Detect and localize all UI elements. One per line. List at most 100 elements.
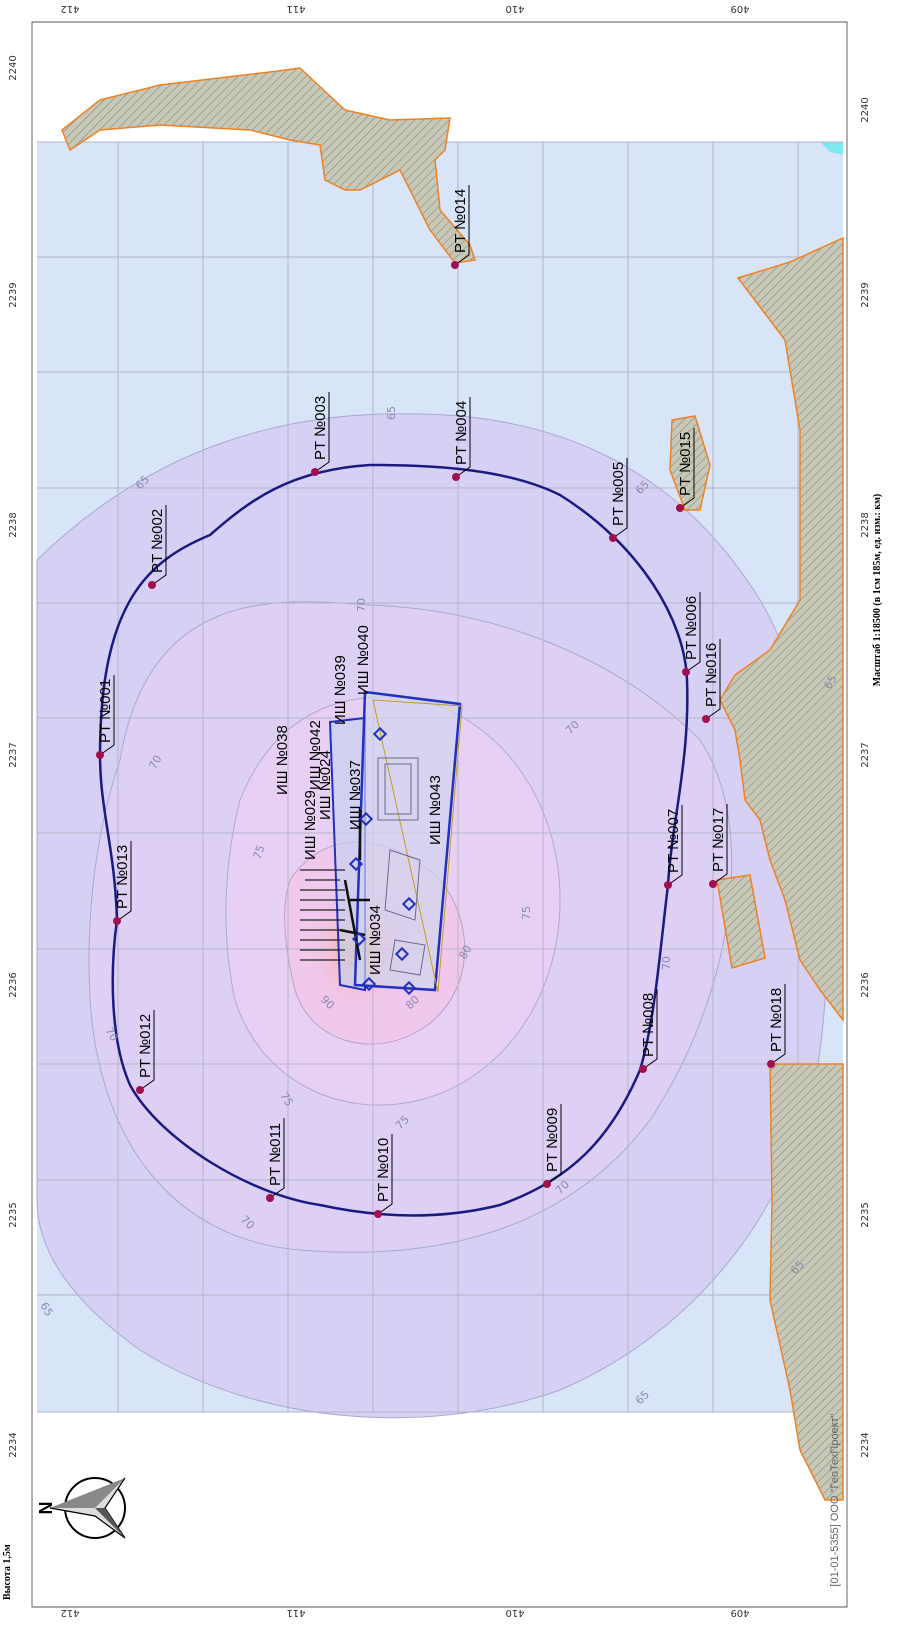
axis-y-tick: 411 [286, 3, 305, 14]
rt-point: PT №010 [374, 1134, 393, 1218]
iso-label-65-bottom-left: 65 [37, 1300, 55, 1319]
rt-point-label: PT №005 [610, 462, 627, 526]
axis-x-tick-right: 2235 [860, 1202, 871, 1227]
axis-x-tick: 2237 [8, 742, 19, 767]
rt-point-marker [452, 473, 460, 481]
rt-point-label: PT №014 [452, 189, 469, 253]
main-contour [98, 463, 689, 1217]
source-label: ИШ №038 [274, 725, 291, 795]
rt-point-marker [374, 1210, 382, 1218]
rt-point-marker [113, 917, 121, 925]
rt-point-label: PT №016 [703, 643, 720, 707]
axis-x-tick: 2240 [8, 55, 19, 80]
rt-point: PT №009 [543, 1104, 562, 1188]
rt-point-label: PT №010 [375, 1138, 392, 1202]
rt-point-marker [702, 715, 710, 723]
iso-label-70-left: 70 [146, 753, 164, 772]
rt-point-label: PT №009 [544, 1108, 561, 1172]
source-label: ИШ №039 [332, 655, 349, 725]
rt-point-marker [311, 468, 319, 476]
rt-point-label: PT №008 [640, 993, 657, 1057]
rt-point-label: PT №012 [137, 1014, 154, 1078]
axis-x-tick: 2238 [8, 512, 19, 537]
rt-point: PT №018 [767, 984, 786, 1068]
axis-y-tick-bottom: 410 [505, 1607, 524, 1618]
rt-point-marker [709, 880, 717, 888]
axis-y-tick: 410 [505, 3, 524, 14]
iso-label-75-right: 75 [520, 906, 533, 920]
axis-x-tick: 2236 [8, 972, 19, 997]
water-patch [820, 142, 843, 155]
industrial-site [300, 690, 463, 996]
rt-point: PT №016 [702, 639, 721, 723]
axis-x-tick-right: 2234 [860, 1432, 871, 1457]
north-arrow-icon: N [36, 1477, 126, 1539]
axis-y-tick: 412 [60, 3, 79, 14]
axis-x-tick-right: 2237 [860, 742, 871, 767]
grid-lines [37, 141, 843, 1413]
rt-point-marker [96, 751, 104, 759]
iso-label-70-bottom-right: 70 [660, 956, 673, 970]
axis-y-tick-bottom: 412 [60, 1607, 79, 1618]
rt-point-marker [639, 1065, 647, 1073]
rt-point-label: PT №003 [312, 396, 329, 460]
rt-point-marker [543, 1180, 551, 1188]
rt-point: PT №013 [113, 841, 132, 925]
axis-x-tick: 2239 [8, 282, 19, 307]
scale-note: Масштаб 1:18500 (в 1см 185м, ед. изм.: к… [872, 494, 883, 687]
rt-point-marker [266, 1194, 274, 1202]
rt-point: PT №008 [639, 989, 658, 1073]
iso-label-75-bottom: 75 [277, 1090, 295, 1109]
axis-x-tick-right: 2238 [860, 512, 871, 537]
rt-point-label: PT №006 [683, 596, 700, 660]
rt-point: PT №017 [709, 804, 728, 888]
rt-point-marker [136, 1086, 144, 1094]
rt-point-label: PT №002 [149, 509, 166, 573]
source-label: ИШ №043 [427, 775, 444, 845]
north-label: N [36, 1502, 56, 1515]
source-label: ИШ №042 [307, 720, 324, 790]
rt-point: PT №004 [452, 397, 471, 481]
axis-y-tick-bottom: 411 [286, 1607, 305, 1618]
rt-point-marker [676, 504, 684, 512]
rt-point-marker [148, 581, 156, 589]
rt-point: PT №011 [266, 1118, 285, 1202]
rt-point-marker [664, 881, 672, 889]
axis-x-tick: 2234 [8, 1432, 19, 1457]
height-label: Высота 1,5м [2, 1544, 13, 1600]
source-label: ИШ №034 [367, 905, 384, 975]
rt-point-marker [767, 1060, 775, 1068]
copyright-text: [01-01-5355] ООО "ГеоТехПроект" [829, 1413, 841, 1586]
source-label: ИШ №037 [347, 760, 364, 830]
axis-x-tick-right: 2240 [860, 97, 871, 122]
rt-points-group: PT №001 PT №002 PT №003 PT №004 PT №005 PT №0… [96, 185, 786, 1218]
rt-point-label: PT №004 [453, 401, 470, 465]
rt-point: PT №014 [451, 185, 470, 269]
hatched-zones [61, 67, 844, 1501]
rt-point-label: PT №013 [114, 845, 131, 909]
source-label: ИШ №024 [317, 750, 334, 820]
iso-label-70-top: 70 [355, 598, 368, 612]
rt-point-label: PT №018 [768, 988, 785, 1052]
rt-point: PT №012 [136, 1010, 155, 1094]
iso-label-65-right-2: 65 [821, 673, 839, 692]
source-label: ИШ №040 [355, 625, 372, 695]
axis-x-tick-right: 2236 [860, 972, 871, 997]
rt-point-label: PT №017 [710, 808, 727, 872]
rt-point-marker [682, 668, 690, 676]
iso-label-70-bottom-left: 70 [102, 1025, 120, 1044]
rt-point: PT №007 [664, 805, 683, 889]
rt-point: PT №005 [609, 458, 628, 542]
source-label: ИШ №029 [302, 790, 319, 860]
rt-point-label: PT №015 [677, 432, 694, 496]
rt-point: PT №003 [311, 392, 330, 476]
axis-x-tick: 2235 [8, 1202, 19, 1227]
iso-label-80-right: 80 [456, 943, 474, 962]
iso-label-65-top: 65 [385, 406, 398, 420]
axis-x-tick-right: 2239 [860, 282, 871, 307]
rt-point: PT №006 [682, 592, 701, 676]
rt-point-marker [609, 534, 617, 542]
axis-y-tick-bottom: 409 [730, 1607, 749, 1618]
top-ruler [32, 21, 847, 1608]
